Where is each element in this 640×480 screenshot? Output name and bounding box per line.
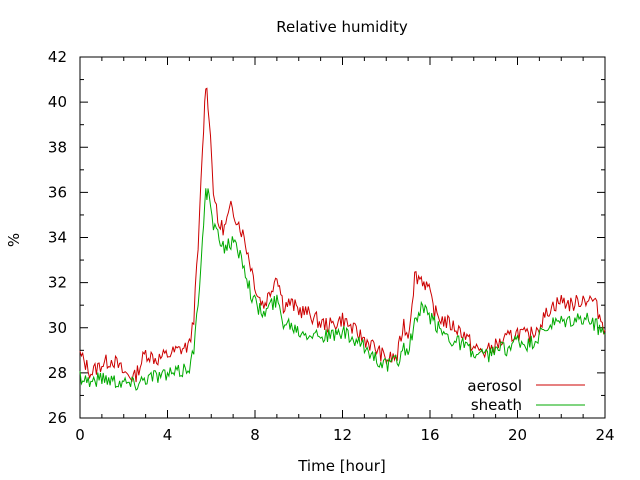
legend-label-aerosol: aerosol: [467, 377, 522, 395]
y-tick-label: 36: [48, 183, 67, 201]
x-tick-label: 20: [508, 426, 527, 444]
y-tick-label: 34: [48, 229, 67, 247]
series-line-aerosol: [79, 87, 606, 383]
y-tick-label: 38: [48, 138, 67, 156]
x-tick-labels: 0 4 8 12 16 20 24: [75, 426, 614, 444]
x-tick-label: 4: [163, 426, 173, 444]
y-tick-label: 26: [48, 409, 67, 427]
x-axis-label: Time [hour]: [297, 457, 386, 475]
chart-title: Relative humidity: [276, 18, 408, 36]
series-lines: [79, 87, 606, 391]
plot-frame: [79, 56, 606, 419]
x-tick-label: 0: [75, 426, 85, 444]
y-tick-label: 42: [48, 48, 67, 66]
x-tick-label: 12: [333, 426, 352, 444]
y-axis-label: %: [5, 233, 23, 247]
series-line-sheath: [79, 188, 606, 391]
y-tick-label: 40: [48, 93, 67, 111]
y-tick-label: 30: [48, 319, 67, 337]
legend: aerosol sheath: [467, 377, 585, 414]
y-tick-label: 32: [48, 274, 67, 292]
x-tick-label: 24: [595, 426, 614, 444]
legend-label-sheath: sheath: [471, 396, 522, 414]
x-tick-label: 16: [420, 426, 439, 444]
y-tick-label: 28: [48, 364, 67, 382]
axis-ticks: [79, 56, 606, 419]
y-tick-labels: 26 28 30 32 34 36 38 40 42: [48, 48, 67, 427]
x-tick-label: 8: [250, 426, 260, 444]
